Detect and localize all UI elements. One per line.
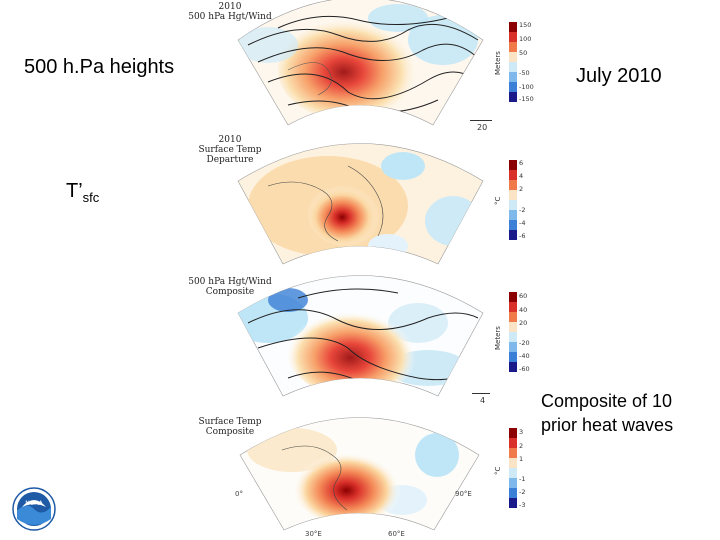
panel1-tick: 50 [519, 49, 528, 57]
panel3-vector-ref: 4 [480, 396, 486, 405]
panel4-lon-label: 0° [235, 490, 243, 498]
panel3-title-line2: Composite [205, 287, 255, 297]
panel1-tick: -150 [519, 95, 534, 103]
panel1-vector-arrow [470, 120, 492, 121]
panel2-colorbar [509, 160, 517, 240]
panel1-title: 2010 500 hPa Hgt/Wind [180, 2, 280, 22]
panel3-vector-arrow [472, 393, 490, 394]
panel2-tick: 4 [519, 172, 524, 180]
panel3-tick: -40 [519, 352, 530, 360]
panel2-tick: -6 [519, 232, 526, 240]
panel4-title-line1: Surface Temp [198, 417, 262, 427]
noaa-logo: NOAA [12, 487, 56, 531]
panel2-tick: -4 [519, 219, 526, 227]
panel3-title-line1: 500 hPa Hgt/Wind [188, 277, 272, 287]
panel3-map [237, 275, 484, 397]
panel4-tick: -1 [519, 475, 526, 483]
panel3-tick: -60 [519, 365, 530, 373]
heights-label: 500 h.Pa heights [24, 56, 175, 78]
panel4-title: Surface Temp Composite [190, 417, 270, 437]
panel3-colorbar [509, 292, 517, 372]
panel3-unit: Meters [494, 326, 502, 350]
panel3-title: 500 hPa Hgt/Wind Composite [180, 277, 280, 297]
panel1-map [237, 0, 484, 126]
composite-label-line1: Composite of 10 [541, 391, 673, 411]
panel2-unit: °C [494, 196, 502, 205]
panel1-unit: Meters [494, 51, 502, 75]
panel2-title: 2010 Surface Temp Departure [184, 135, 276, 165]
composite-label-line2: prior heat waves [541, 415, 674, 435]
panel4-colorbar [509, 428, 517, 508]
panel1-title-line2: 500 hPa Hgt/Wind [188, 12, 272, 22]
panel4-lon-label: 60°E [388, 530, 405, 538]
panel4-tick: -3 [519, 501, 526, 509]
panel4-lon-label: 90°E [455, 490, 472, 498]
tsfc-main: T’ [66, 180, 83, 202]
panel1-vector-ref: 20 [477, 123, 488, 132]
noaa-logo-icon: NOAA [12, 487, 56, 531]
panel1-title-line1: 2010 [218, 2, 242, 12]
panel1-tick: -50 [519, 69, 530, 77]
panel2-title-line3: Departure [206, 155, 254, 165]
noaa-logo-text: NOAA [25, 500, 43, 507]
panel2-tick: 6 [519, 159, 524, 167]
tsfc-subscript: sfc [82, 190, 100, 205]
panel4-tick: 1 [519, 455, 524, 463]
panel2-map [237, 143, 484, 265]
panel4-tick: -2 [519, 488, 526, 496]
panel2-title-line2: Surface Temp [198, 145, 262, 155]
panel1-tick: -100 [519, 83, 534, 91]
july-2010-label: July 2010 [576, 65, 662, 87]
panel4-map [239, 417, 480, 531]
panel2-title-line1: 2010 [218, 135, 242, 145]
panel4-title-line2: Composite [205, 427, 255, 437]
panel2-tick: -2 [519, 206, 526, 214]
panel3-tick: 60 [519, 292, 528, 300]
tsfc-label: T’sfc [66, 180, 99, 205]
panel3-tick: -20 [519, 339, 530, 347]
panel4-lon-label: 30°E [305, 530, 322, 538]
panel4-tick: 3 [519, 428, 524, 436]
panel2-tick: 2 [519, 185, 524, 193]
panel4-unit: °C [494, 466, 502, 475]
composite-label: Composite of 10 prior heat waves [541, 389, 673, 437]
panel1-tick: 150 [519, 21, 532, 29]
panel4-tick: 2 [519, 442, 524, 450]
panel1-colorbar [509, 22, 517, 102]
panel3-tick: 40 [519, 306, 528, 314]
panel3-tick: 20 [519, 319, 528, 327]
panel1-tick: 100 [519, 35, 532, 43]
